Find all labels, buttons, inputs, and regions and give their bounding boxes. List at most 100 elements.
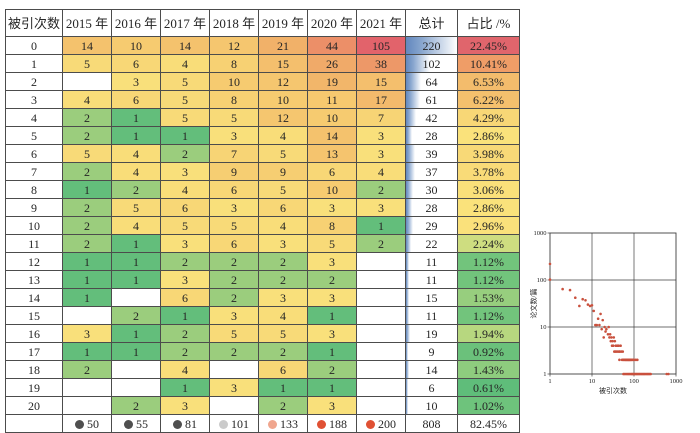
total-cell: 29 [405,216,458,235]
year-count-cell: 5 [160,216,210,235]
year-count-cell: 2 [160,342,210,361]
year-count-cell: 19 [307,72,357,91]
year-count-cell [356,270,406,289]
year-count-cell: 10 [111,36,161,55]
year-count-cell: 2 [160,252,210,271]
year-count-cell: 2 [62,162,112,181]
x-tick-labels: 1 10 100 1000 [548,378,682,385]
total-data-bar [406,217,413,234]
year-count-cell: 3 [160,162,210,181]
year-count-cell: 1 [111,270,161,289]
year-count-cell [356,306,406,325]
total-data-bar [406,37,457,54]
total-cell: 10 [405,396,458,415]
year-count-cell: 3 [160,270,210,289]
year-count-cell: 3 [356,198,406,217]
percent-cell: 22.45% [457,36,520,55]
year-count-cell: 2 [258,270,308,289]
year-count-cell: 9 [258,162,308,181]
scatter-chart: 1 10 100 1000 1 10 100 1000 被引次数 论文数/篇 [529,216,700,417]
year-count-cell: 2 [111,396,161,415]
y-axis-label: 论文数/篇 [530,289,538,319]
year-count-cell: 1 [160,126,210,145]
year-count-cell: 14 [307,126,357,145]
total-data-bar [406,163,415,180]
year-count-cell: 5 [209,216,259,235]
year-count-cell: 5 [258,144,308,163]
percent-cell: 1.12% [457,252,520,271]
column-header-3: 2017 年 [160,9,210,37]
svg-text:1000: 1000 [670,378,683,385]
total-value: 29 [425,218,438,233]
year-count-cell [111,360,161,379]
year-count-cell: 1 [62,288,112,307]
red-circle-icon [317,419,326,429]
axis-ticks [547,232,677,377]
table-row: 20 2 3 2 3 10 1.02% [5,396,520,415]
year-count-cell: 6 [160,198,210,217]
year-count-cell: 6 [258,198,308,217]
table-row: 13 1 1 3 2 2 2 11 1.12% [5,270,520,289]
year-count-cell: 5 [307,234,357,253]
year-count-cell: 1 [62,252,112,271]
year-count-cell: 3 [160,234,210,253]
total-cell: 9 [405,342,458,361]
total-data-bar [406,109,416,126]
page: 被引次数 2015 年 2016 年 2017 年 2018 年 2019 年 2020 年… [5,9,700,433]
percent-cell: 6.22% [457,90,520,109]
citation-count-label: 19 [5,378,63,397]
citation-count-label: 12 [5,252,63,271]
total-cell: 42 [405,108,458,127]
year-count-cell: 4 [258,126,308,145]
column-header-0: 被引次数 [5,9,63,37]
year-count-cell: 9 [209,162,259,181]
year-count-cell: 1 [307,306,357,325]
year-count-cell: 6 [160,288,210,307]
year-count-cell: 3 [356,126,406,145]
total-cell: 102 [405,54,458,73]
column-header-5: 2019 年 [258,9,308,37]
table-row: 0 14 10 14 12 21 44 105 220 22.45% [5,36,520,55]
year-count-cell: 1 [111,252,161,271]
citation-count-label: 11 [5,234,63,253]
year-count-cell [356,396,406,415]
citation-count-label: 8 [5,180,63,199]
year-count-cell: 14 [160,36,210,55]
citation-count-label: 3 [5,90,63,109]
total-cell: 28 [405,126,458,145]
black-circle-icon [75,419,84,429]
svg-text:100: 100 [537,277,547,284]
column-header-2: 2016 年 [111,9,161,37]
year-count-cell: 21 [258,36,308,55]
gray-circle-icon [219,419,228,429]
year-count-cell: 12 [258,72,308,91]
year-count-cell: 2 [160,324,210,343]
year-total-value: 133 [280,416,298,431]
citation-count-label: 20 [5,396,63,415]
total-value: 42 [425,110,438,125]
citation-count-label: 16 [5,324,63,343]
year-count-cell: 2 [62,234,112,253]
year-count-cell [62,306,112,325]
grand-total-cell: 808 [405,414,458,433]
year-count-cell: 6 [209,180,259,199]
year-count-cell: 1 [62,180,112,199]
percent-cell: 2.86% [457,126,520,145]
year-count-cell: 5 [258,180,308,199]
total-data-bar [406,55,430,72]
year-count-cell: 1 [111,126,161,145]
svg-text:100: 100 [629,378,639,385]
total-data-bar [406,307,409,324]
black-circle-icon [124,419,133,429]
year-count-cell: 2 [62,108,112,127]
citation-heatmap-table: 被引次数 2015 年 2016 年 2017 年 2018 年 2019 年 2020 年… [5,9,520,433]
year-count-cell: 2 [356,234,406,253]
year-count-cell: 3 [209,126,259,145]
total-cell: 15 [405,288,458,307]
year-count-cell: 1 [62,342,112,361]
year-count-cell: 3 [307,252,357,271]
citation-count-label: 4 [5,108,63,127]
year-count-cell [356,252,406,271]
total-value: 37 [425,164,438,179]
year-count-cell: 6 [111,90,161,109]
